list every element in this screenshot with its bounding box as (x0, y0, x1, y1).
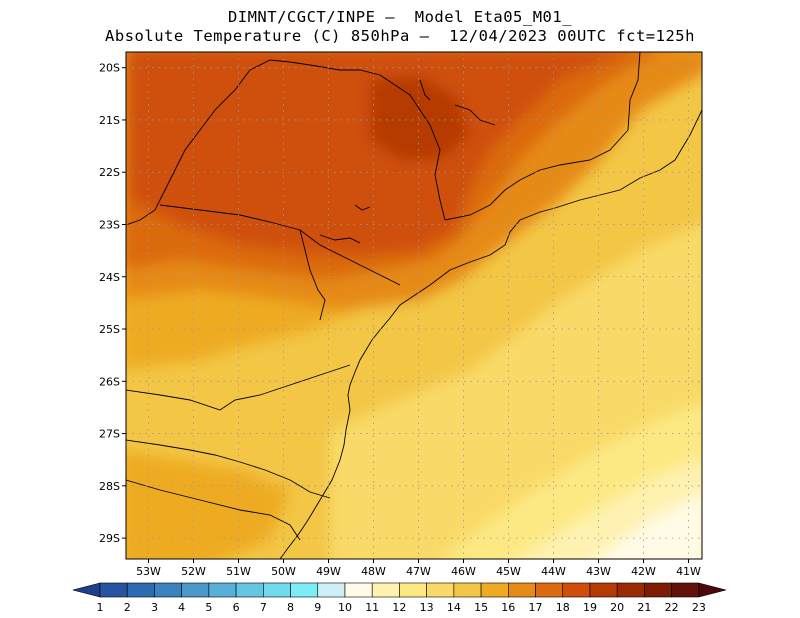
colorbar-segment (535, 582, 564, 598)
lon-tick-label: 52W (181, 565, 206, 578)
lon-tick-label: 43W (586, 565, 611, 578)
lat-tick-label: 27S (99, 428, 120, 441)
lat-tick-label: 26S (99, 375, 120, 388)
map-frame (125, 51, 703, 560)
colorbar-label: 15 (474, 601, 488, 614)
colorbar-label: 1 (97, 601, 104, 614)
lat-tick-label: 24S (99, 271, 120, 284)
colorbar-segment (562, 582, 591, 598)
colorbar-label: 16 (501, 601, 515, 614)
lon-tick-label: 42W (631, 565, 656, 578)
coastline-and-borders (126, 52, 702, 559)
title-line-2: Absolute Temperature (C) 850hPa – 12/04/… (105, 27, 695, 45)
lat-tick-label: 23S (99, 218, 120, 231)
colorbar-segment (671, 582, 700, 598)
lon-tick-label: 49W (316, 565, 341, 578)
colorbar-label: 23 (692, 601, 706, 614)
colorbar-segment (698, 582, 727, 598)
colorbar-segment (371, 582, 400, 598)
colorbar-segment (126, 582, 155, 598)
lon-tick-label: 53W (136, 565, 161, 578)
lon-tick-label: 41W (676, 565, 701, 578)
colorbar-label: 8 (287, 601, 294, 614)
colorbar-label: 11 (365, 601, 379, 614)
lat-tick-label: 20S (99, 62, 120, 75)
lon-tick-label: 44W (541, 565, 566, 578)
colorbar-segment (99, 582, 128, 598)
colorbar-label: 14 (447, 601, 461, 614)
colorbar-label: 21 (637, 601, 651, 614)
colorbar-segment (399, 582, 427, 598)
colorbar-segment (208, 582, 237, 598)
colorbar-segment (263, 582, 291, 598)
lon-tick-label: 51W (226, 565, 251, 578)
colorbar-segment (426, 582, 455, 598)
colorbar-label: 3 (151, 601, 158, 614)
longitude-ticks: 53W 52W 51W 50W 49W 48W 47W 46W 45W 44W 43W 42W 41W (136, 559, 701, 578)
colorbar-segment (589, 582, 618, 598)
colorbar-label: 22 (665, 601, 679, 614)
title-line-1: DIMNT/CGCT/INPE – Model Eta05_M01_ (227, 8, 573, 26)
lat-tick-label: 22S (99, 166, 120, 179)
temperature-field (126, 52, 702, 559)
colorbar-segment (317, 582, 346, 598)
lat-tick-label: 28S (99, 480, 120, 493)
colorbar-label: 19 (583, 601, 597, 614)
lon-tick-label: 45W (496, 565, 521, 578)
lon-tick-label: 50W (271, 565, 296, 578)
colorbar-label: 13 (420, 601, 434, 614)
lon-tick-label: 46W (451, 565, 476, 578)
colorbar-label: 9 (314, 601, 321, 614)
colorbar-segment (480, 582, 509, 598)
colorbar-label: 18 (556, 601, 570, 614)
lon-tick-label: 48W (361, 565, 386, 578)
colorbar-segment (507, 582, 536, 598)
colorbar-label: 2 (124, 601, 131, 614)
colorbar-label: 17 (529, 601, 543, 614)
latitude-ticks: 20S 21S 22S 23S 24S 25S 26S 27S 28S 29S (99, 62, 126, 545)
grid-lines (126, 52, 702, 559)
colorbar: 1 2 3 4 5 6 7 8 9 10 11 12 13 14 15 16 17 18 19 20 21 22 23 (72, 582, 727, 614)
colorbar-segment (235, 582, 264, 598)
colorbar-label: 10 (338, 601, 352, 614)
colorbar-label: 6 (233, 601, 240, 614)
lon-tick-label: 47W (406, 565, 431, 578)
colorbar-label: 20 (610, 601, 624, 614)
colorbar-segment (344, 582, 373, 598)
colorbar-segment (154, 582, 182, 598)
colorbar-segment (644, 582, 672, 598)
colorbar-label: 12 (392, 601, 406, 614)
colorbar-segment (616, 582, 645, 598)
colorbar-segment (181, 582, 210, 598)
colorbar-label: 4 (178, 601, 185, 614)
lat-tick-label: 25S (99, 323, 120, 336)
colorbar-label: 5 (205, 601, 212, 614)
colorbar-label: 7 (260, 601, 267, 614)
lat-tick-label: 21S (99, 114, 120, 127)
colorbar-segment (453, 582, 482, 598)
colorbar-segment (290, 582, 319, 598)
lat-tick-label: 29S (99, 532, 120, 545)
colorbar-segment (72, 582, 101, 598)
